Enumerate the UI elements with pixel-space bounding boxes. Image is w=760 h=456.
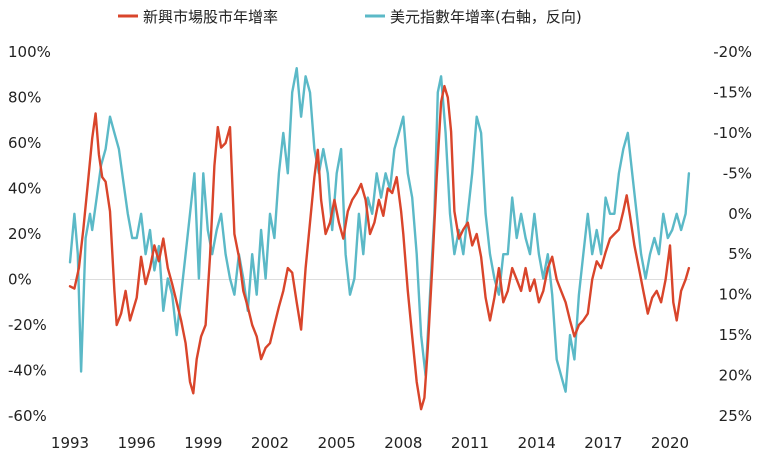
right-tick-label: 0% — [728, 205, 752, 223]
left-tick-label: -40% — [8, 362, 47, 380]
left-tick-label: 100% — [8, 43, 51, 61]
right-tick-label: 25% — [719, 407, 752, 425]
right-axis: -20% -15% -10% -5% 0% 5% 10% 15% 20% 25% — [713, 43, 752, 425]
series-line-equity — [68, 84, 691, 411]
legend: 新興市場股市年增率 美元指數年增率(右軸，反向) — [118, 8, 582, 26]
left-tick-label: 40% — [8, 180, 41, 198]
right-tick-label: -5% — [723, 164, 752, 182]
x-tick-label: 2011 — [451, 434, 489, 452]
x-tick-label: 1999 — [184, 434, 222, 452]
legend-label-equity: 新興市場股市年增率 — [143, 8, 278, 26]
left-axis: 100% 80% 60% 40% 20% 0% -20% -40% -60% — [8, 43, 51, 425]
x-tick-label: 2017 — [584, 434, 622, 452]
right-tick-label: -15% — [713, 83, 752, 101]
x-tick-label: 2002 — [251, 434, 289, 452]
right-tick-label: 20% — [719, 367, 752, 385]
x-tick-label: 2020 — [651, 434, 689, 452]
x-axis: 1993 1996 1999 2002 2005 2008 2011 2014 2017 2020 — [51, 434, 689, 452]
x-tick-label: 2008 — [384, 434, 422, 452]
right-tick-label: 15% — [719, 326, 752, 344]
left-tick-label: -20% — [8, 316, 47, 334]
right-tick-label: 5% — [728, 245, 752, 263]
right-tick-label: -20% — [713, 43, 752, 61]
right-tick-label: 10% — [719, 286, 752, 304]
left-tick-label: -60% — [8, 407, 47, 425]
x-tick-label: 1993 — [51, 434, 89, 452]
series-line-dollar — [68, 67, 691, 393]
left-tick-label: 0% — [8, 271, 32, 289]
right-tick-label: -10% — [713, 124, 752, 142]
left-tick-label: 80% — [8, 89, 41, 107]
legend-label-dollar: 美元指數年增率(右軸，反向) — [390, 8, 582, 26]
left-tick-label: 60% — [8, 134, 41, 152]
series-group — [68, 67, 691, 411]
x-tick-label: 1996 — [118, 434, 156, 452]
left-tick-label: 20% — [8, 225, 41, 243]
x-tick-label: 2005 — [318, 434, 356, 452]
x-tick-label: 2014 — [518, 434, 556, 452]
